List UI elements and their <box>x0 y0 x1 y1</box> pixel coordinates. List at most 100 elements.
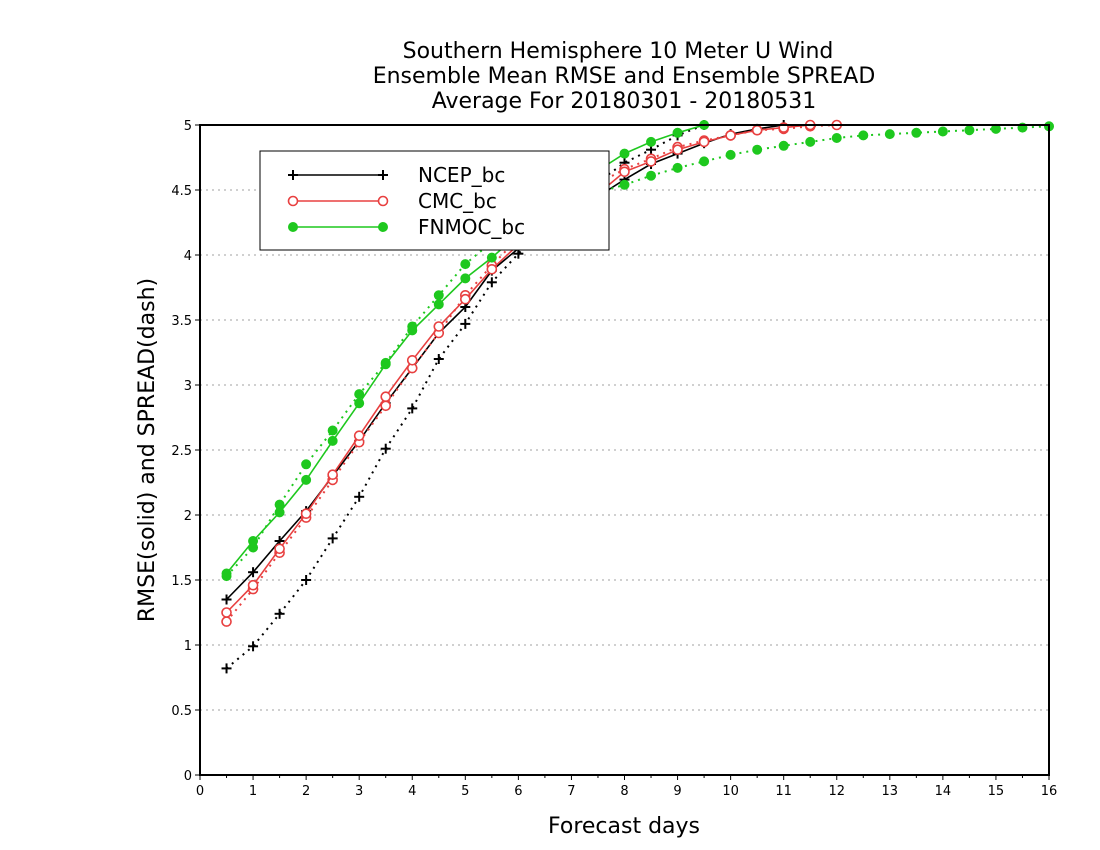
ncep-bc-spread-point <box>354 491 365 502</box>
fnmoc-bc-spread-point <box>752 144 763 155</box>
title-line-2: Ensemble Mean RMSE and Ensemble SPREAD <box>373 64 876 89</box>
fnmoc-bc-spread-point <box>805 136 816 147</box>
cmc-bc-rmse-point <box>221 607 232 618</box>
cmc-bc-rmse-point <box>353 430 365 442</box>
y-tick-label: 4.5 <box>171 184 192 199</box>
fnmoc-bc-spread-point <box>301 459 312 470</box>
x-tick-label: 12 <box>828 784 845 799</box>
fnmoc-bc-spread-point <box>433 290 444 301</box>
x-tick-label: 8 <box>620 784 628 799</box>
fnmoc-bc-spread-point <box>778 140 789 151</box>
legend-marker-fnmoc-bc <box>378 222 388 232</box>
cmc-bc-rmse-point <box>380 391 392 403</box>
ncep-bc-spread-point <box>380 443 391 454</box>
cmc-bc-rmse-point <box>698 136 710 148</box>
cmc-bc-rmse-point <box>672 144 683 155</box>
x-tick-label: 2 <box>302 784 310 799</box>
fnmoc-bc-rmse-point <box>221 568 232 579</box>
x-tick-label: 0 <box>196 784 204 799</box>
fnmoc-bc-rmse-point <box>486 252 497 263</box>
ncep-bc-spread-point <box>460 318 471 329</box>
ncep-bc-spread-point <box>248 641 259 652</box>
fnmoc-bc-spread-point <box>327 425 338 436</box>
fnmoc-bc-spread-point <box>619 179 630 190</box>
title-line-3: Average For 20180301 - 20180531 <box>432 89 817 114</box>
fnmoc-bc-spread-line <box>225 125 1050 577</box>
ncep-bc-rmse-point <box>221 594 232 605</box>
y-tick-label: 2.5 <box>171 444 192 459</box>
ncep-bc-spread-point <box>327 533 338 544</box>
cmc-bc-rmse-point <box>645 156 657 167</box>
x-tick-label: 6 <box>514 784 522 799</box>
title-line-1: Southern Hemisphere 10 Meter U Wind <box>403 39 834 64</box>
fnmoc-bc-spread-point <box>884 129 895 140</box>
axis-ticks: 00.511.522.533.544.550 1 2 3 4 5 6 7 8 9 10 11 12 13 1… <box>171 119 1057 799</box>
y-tick-label: 2 <box>184 509 192 524</box>
x-tick-label: 11 <box>775 784 792 799</box>
fnmoc-bc-rmse-point <box>433 299 444 310</box>
fnmoc-bc-spread-point <box>672 162 683 173</box>
ncep-bc-rmse-point <box>248 567 259 578</box>
chart-title: Southern Hemisphere 10 Meter U Wind Ense… <box>373 39 876 114</box>
fnmoc-bc-rmse-point <box>248 536 259 546</box>
ncep-bc-spread-point <box>221 663 232 674</box>
legend-label-fnmoc-bc: FNMOC_bc <box>418 215 525 239</box>
cmc-bc-rmse-point <box>619 166 630 178</box>
cmc-bc-rmse-point <box>460 293 471 305</box>
y-axis-label: RMSE(solid) and SPREAD(dash) <box>135 278 160 622</box>
fnmoc-bc-rmse-point <box>301 474 312 485</box>
y-tick-label: 4 <box>184 249 192 264</box>
cmc-bc-spread-point <box>221 616 232 627</box>
legend-marker-ncep-bc <box>378 170 388 180</box>
fnmoc-bc-rmse-point <box>274 507 285 518</box>
cmc-bc-rmse-point <box>725 130 736 141</box>
y-tick-label: 1 <box>184 639 192 654</box>
fnmoc-bc-spread-point <box>831 133 842 143</box>
x-tick-label: 15 <box>988 784 1005 799</box>
cmc-bc-rmse-point <box>247 579 259 591</box>
fnmoc-bc-rmse-point <box>380 359 391 370</box>
fnmoc-bc-spread-point <box>725 149 736 160</box>
legend-marker-fnmoc-bc <box>288 222 298 232</box>
fnmoc-bc-rmse-point <box>646 136 657 147</box>
fnmoc-bc-spread-point <box>937 126 948 137</box>
x-tick-label: 10 <box>722 784 739 799</box>
x-tick-label: 3 <box>355 784 363 799</box>
x-tick-label: 9 <box>673 784 681 799</box>
x-axis-label: Forecast days <box>548 814 700 839</box>
fnmoc-bc-spread-point <box>911 127 922 138</box>
x-tick-label: 14 <box>935 784 952 799</box>
ncep-bc-spread-point <box>486 277 497 288</box>
fnmoc-bc-rmse-point <box>407 325 418 336</box>
cmc-bc-rmse-point <box>300 508 312 520</box>
legend-marker-ncep-bc <box>288 170 298 180</box>
legend-marker-cmc-bc <box>377 195 389 207</box>
x-tick-label: 7 <box>567 784 575 799</box>
fnmoc-bc-spread-point <box>460 259 471 270</box>
cmc-bc-rmse-point <box>433 321 445 332</box>
ncep-bc-spread-point <box>407 403 418 414</box>
ncep-bc-spread-point <box>274 608 285 619</box>
x-tick-label: 1 <box>249 784 257 799</box>
y-tick-label: 0.5 <box>171 704 192 719</box>
fnmoc-bc-spread-point <box>858 130 869 141</box>
fnmoc-bc-spread-point <box>964 125 975 136</box>
fnmoc-bc-rmse-point <box>327 435 338 446</box>
x-tick-label: 16 <box>1041 784 1058 799</box>
x-tick-label: 13 <box>882 784 899 799</box>
ncep-bc-spread-point <box>433 354 444 364</box>
legend-label-ncep-bc: NCEP_bc <box>418 163 505 187</box>
y-tick-label: 1.5 <box>171 574 192 589</box>
legend-marker-cmc-bc <box>287 195 299 207</box>
cmc-bc-rmse-point <box>406 354 418 366</box>
fnmoc-bc-spread-point <box>646 170 657 181</box>
legend-label-cmc-bc: CMC_bc <box>418 189 497 213</box>
cmc-bc-rmse-point <box>274 543 285 555</box>
cmc-bc-rmse-point <box>486 263 498 275</box>
fnmoc-bc-rmse-point <box>672 127 683 138</box>
fnmoc-bc-rmse-point <box>460 273 471 284</box>
x-tick-label: 4 <box>408 784 416 799</box>
y-tick-label: 3.5 <box>171 314 192 329</box>
